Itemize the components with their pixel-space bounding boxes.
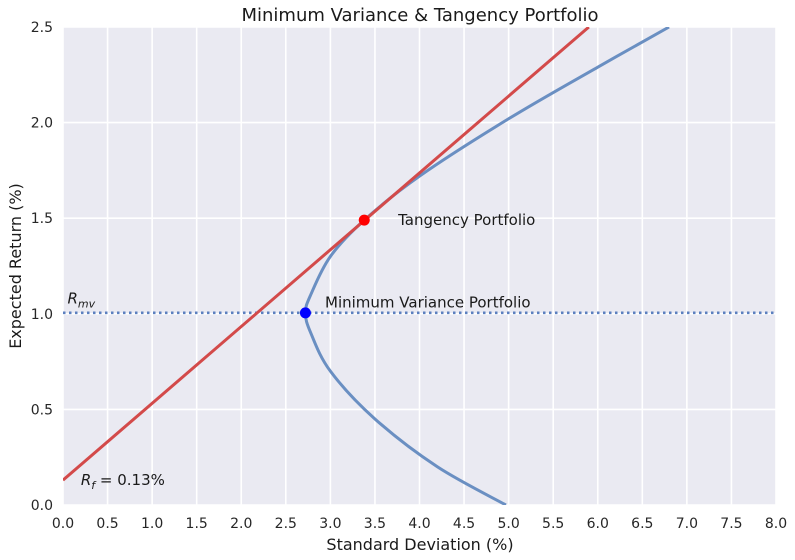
y-tick-label-3: 1.5 (31, 211, 53, 227)
capital-market-line (63, 27, 590, 482)
x-tick-label-14: 7.0 (676, 516, 698, 532)
y-tick-label-0: 0.0 (31, 498, 53, 514)
tangency-point (358, 214, 370, 226)
y-tick-label-4: 2.0 (31, 116, 53, 132)
x-tick-label-9: 4.5 (453, 516, 475, 532)
rmv-label: Rmv (67, 289, 95, 310)
x-tick-label-8: 4.0 (408, 516, 430, 532)
rmv-label-sub: mv (78, 297, 96, 310)
y-axis-label: Expected Return (%) (6, 183, 25, 349)
x-tick-label-0: 0.0 (52, 516, 74, 532)
tick-labels: 0.0 0.5 1.0 1.5 2.0 2.5 3.0 3.5 4.0 4.5 5.0 5.5 6.0 6… (31, 20, 787, 532)
x-tick-label-11: 5.5 (542, 516, 564, 532)
x-axis-label: Standard Deviation (%) (326, 535, 513, 554)
series-layer (63, 27, 776, 505)
x-tick-label-4: 2.0 (230, 516, 252, 532)
rf-label-sub: f (91, 479, 97, 492)
x-tick-label-3: 1.5 (186, 516, 208, 532)
chart-title: Minimum Variance & Tangency Portfolio (241, 5, 598, 26)
y-tick-label-5: 2.5 (31, 20, 53, 36)
tangency-label: Tangency Portfolio (397, 211, 535, 229)
efficient-frontier-line (303, 27, 670, 505)
annotations: Tangency Portfolio Minimum Variance Port… (67, 211, 535, 492)
x-tick-label-6: 3.0 (319, 516, 341, 532)
min-variance-label: Minimum Variance Portfolio (325, 293, 531, 311)
min-variance-point (299, 307, 311, 319)
rmv-label-main: R (67, 289, 77, 307)
x-tick-label-13: 6.5 (631, 516, 653, 532)
x-tick-label-16: 8.0 (765, 516, 787, 532)
rf-label-main: R (81, 471, 91, 489)
x-tick-label-7: 3.5 (364, 516, 386, 532)
x-tick-label-10: 5.0 (497, 516, 519, 532)
rf-label-value: = 0.13% (95, 471, 165, 489)
y-tick-label-1: 0.5 (31, 402, 53, 418)
rf-label: Rf = 0.13% (81, 471, 165, 492)
x-tick-label-2: 1.0 (141, 516, 163, 532)
x-tick-label-5: 2.5 (275, 516, 297, 532)
x-tick-label-1: 0.5 (96, 516, 118, 532)
x-tick-label-12: 6.0 (587, 516, 609, 532)
y-tick-label-2: 1.0 (31, 307, 53, 323)
x-tick-label-15: 7.5 (720, 516, 742, 532)
